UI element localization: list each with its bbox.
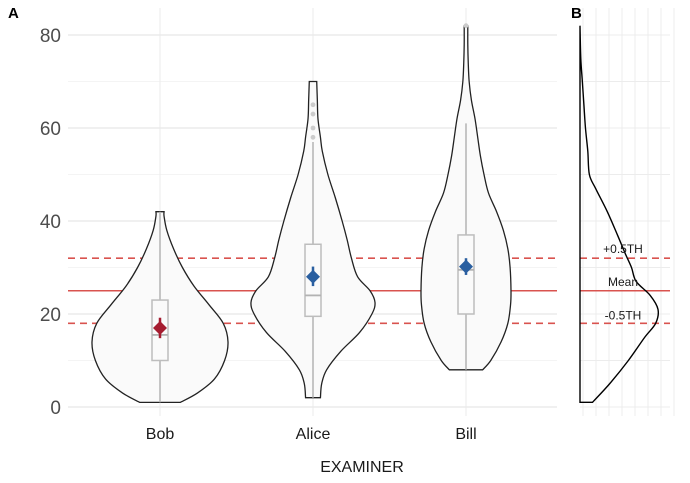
annotation-label: -0.5TH <box>605 308 642 322</box>
x-tick-label: Bob <box>146 426 175 443</box>
mean-marker <box>153 320 167 335</box>
y-tick-label: 40 <box>40 212 61 233</box>
y-tick-label: 0 <box>50 398 61 419</box>
mean-marker <box>459 259 473 274</box>
y-tick-labels: 0 20 40 60 80 <box>40 26 61 419</box>
x-tick-labels: Bob Alice Bill <box>146 426 477 443</box>
violin-bob <box>91 211 229 403</box>
panel-b-annotations: +0.5TH Mean -0.5TH <box>603 242 643 322</box>
violins <box>91 23 512 403</box>
panel-b-density <box>579 25 660 404</box>
outlier-point <box>310 102 316 108</box>
outlier-point <box>310 125 316 131</box>
annotation-label: Mean <box>608 275 638 289</box>
outlier-point <box>463 23 469 29</box>
panel-b-grid <box>580 8 675 416</box>
mean-marker <box>306 269 320 284</box>
panel-b-label: B <box>571 5 582 22</box>
x-tick-label: Alice <box>296 426 331 443</box>
y-tick-label: 20 <box>40 305 61 326</box>
density-curve <box>579 25 660 404</box>
outlier-point <box>310 134 316 140</box>
panel-a-label: A <box>8 5 19 22</box>
y-tick-label: 80 <box>40 26 61 47</box>
x-axis-title: EXAMINER <box>320 459 404 476</box>
annotation-label: +0.5TH <box>603 242 643 256</box>
x-tick-label: Bill <box>455 426 476 443</box>
y-tick-label: 60 <box>40 119 61 140</box>
violin-alice <box>250 80 376 399</box>
violin-bill <box>420 23 512 371</box>
outlier-point <box>310 111 316 117</box>
